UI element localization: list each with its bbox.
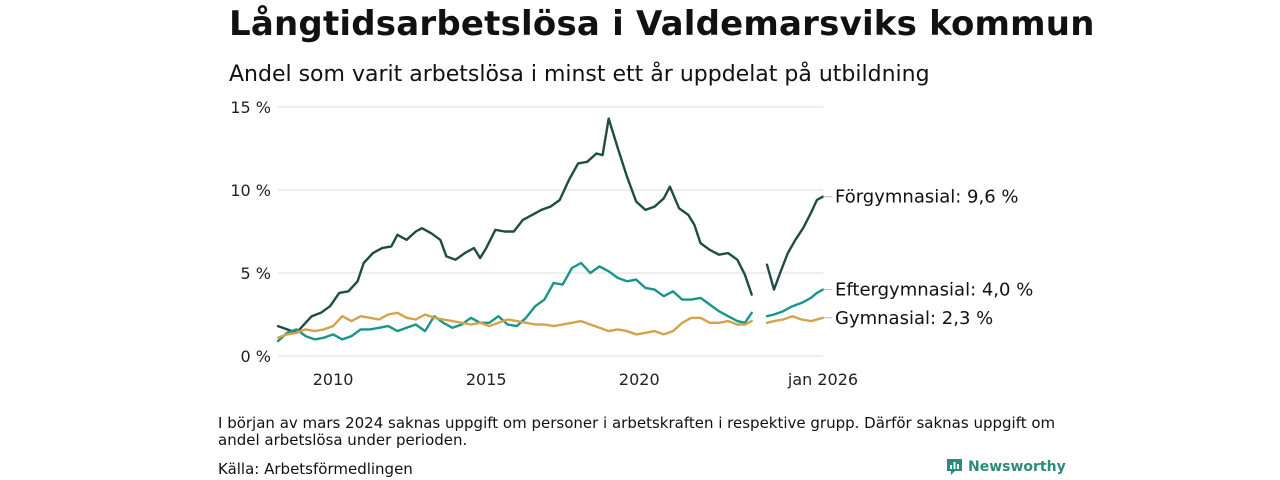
end-label-eftergymnasial: Eftergymnasial: 4,0 % [835,280,1033,301]
newsworthy-logo[interactable]: Newsworthy [946,458,1066,476]
series-line-eftergymnasial [276,261,825,343]
series-lines [276,117,825,343]
gridlines [278,106,823,357]
x-tick-label: jan 2026 [787,370,858,389]
brand-name: Newsworthy [968,459,1066,475]
chart-title: Långtidsarbetslösa i Valdemarsviks kommu… [229,4,1095,44]
x-tick-label: 2015 [466,370,507,389]
y-tick-label: 5 % [241,264,271,283]
x-tick-label: 2020 [619,370,660,389]
source-label: Källa: Arbetsförmedlingen [218,460,413,478]
chart-subtitle: Andel som varit arbetslösa i minst ett å… [229,62,930,87]
y-tick-label: 0 % [241,347,271,366]
y-tick-label: 10 % [230,181,271,200]
series-line-förgymnasial [276,117,825,334]
chart-note: I början av mars 2024 saknas uppgift om … [218,414,1056,449]
x-tick-label: 2010 [313,370,354,389]
y-axis-ticks: 0 % 5 % 10 % 15 % [230,98,271,366]
y-tick-label: 15 % [230,98,271,117]
series-line-gymnasial [276,311,825,339]
newsworthy-icon [947,459,962,475]
series-end-labels: Förgymnasial: 9,6 % Eftergymnasial: 4,0 %… [823,187,1033,329]
end-label-gymnasial: Gymnasial: 2,3 % [835,308,993,329]
end-label-förgymnasial: Förgymnasial: 9,6 % [835,187,1019,208]
line-chart: 0 % 5 % 10 % 15 % 2010 2015 2020 jan 2026 Förg… [230,98,1033,389]
x-axis-ticks: 2010 2015 2020 jan 2026 [313,370,858,389]
